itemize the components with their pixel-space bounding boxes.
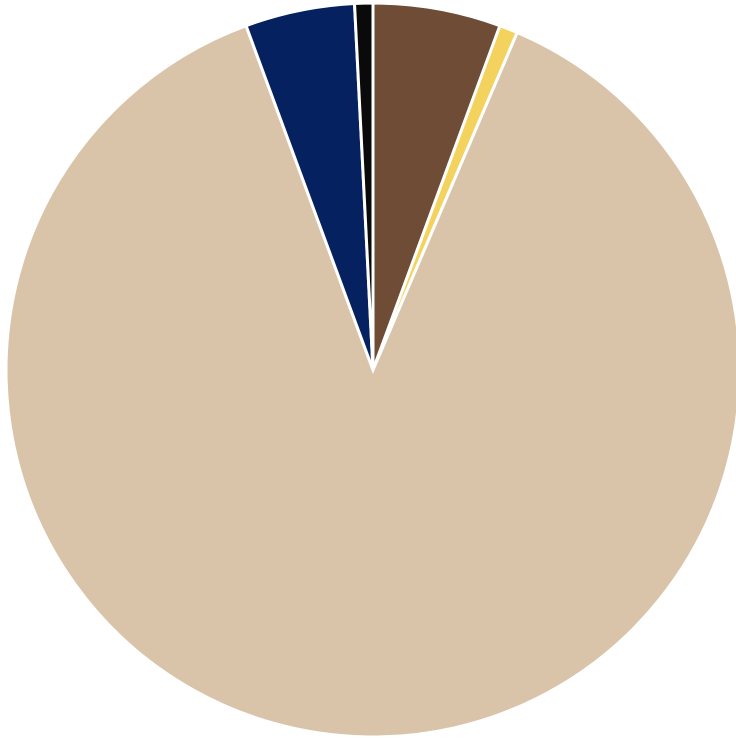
pie-slices (4, 1, 736, 739)
pie-slice-3 (4, 23, 736, 739)
pie-slice-5 (352, 1, 375, 371)
pie-slice-1 (371, 1, 502, 371)
